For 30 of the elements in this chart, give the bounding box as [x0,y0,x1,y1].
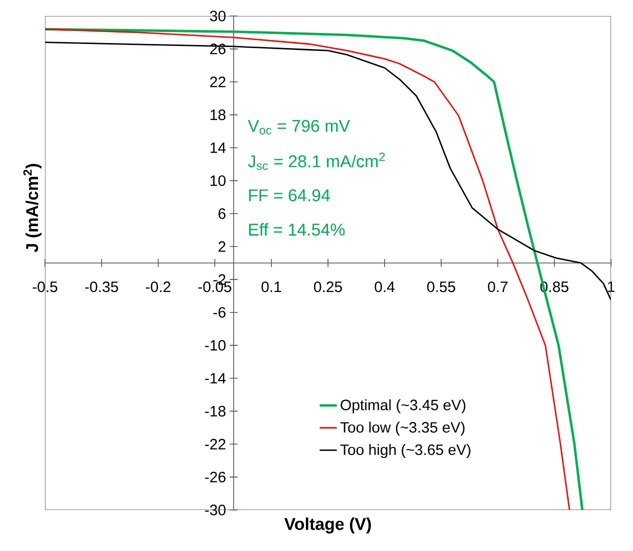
x-tick-label: 0.55 [427,282,456,292]
x-tick-label: -0.2 [146,282,170,292]
x-tick-label: 0.1 [262,282,282,292]
y-tick-label: 6 [218,208,226,219]
y-tick-label: 14 [210,142,226,153]
legend-label: Too high (~3.65 eV) [340,444,470,458]
annotation: V$_{oc}$ = 796 mV [248,120,350,134]
x-tick-label: 0.4 [374,282,395,292]
y-tick-label: -18 [205,406,226,416]
y-tick-label: -10 [205,340,226,351]
y-tick-label: 18 [210,109,226,120]
annotation: FF = 64.94 [249,189,330,202]
x-tick-label: 0.25 [314,282,342,292]
y-tick-label: -30 [205,504,226,516]
legend-label: Optimal (~3.45 eV) [340,399,466,414]
y-tick-label: -26 [205,472,226,482]
y-tick-label: -22 [205,438,226,450]
x-tick-label: 0.7 [488,282,508,292]
y-tick-label: 2 [218,241,226,252]
y-tick-label: -6 [213,307,226,318]
text: J (mA/cm$^{2}$) [23,164,42,252]
y-tick-label: 30 [210,10,226,22]
x-tick-label: -0.35 [85,282,118,292]
annotation: J$_{sc}$ = 28.1 mA/cm$^{2}$ [248,152,385,170]
y-tick-label: 22 [210,76,226,88]
annotation: Eff = 14.54% [249,223,345,236]
x-axis-title: Voltage (V) [284,518,371,534]
y-tick-label: 10 [210,175,226,186]
legend-label: Too low (~3.35 eV) [340,422,465,436]
y-tick-label: -14 [205,373,226,384]
